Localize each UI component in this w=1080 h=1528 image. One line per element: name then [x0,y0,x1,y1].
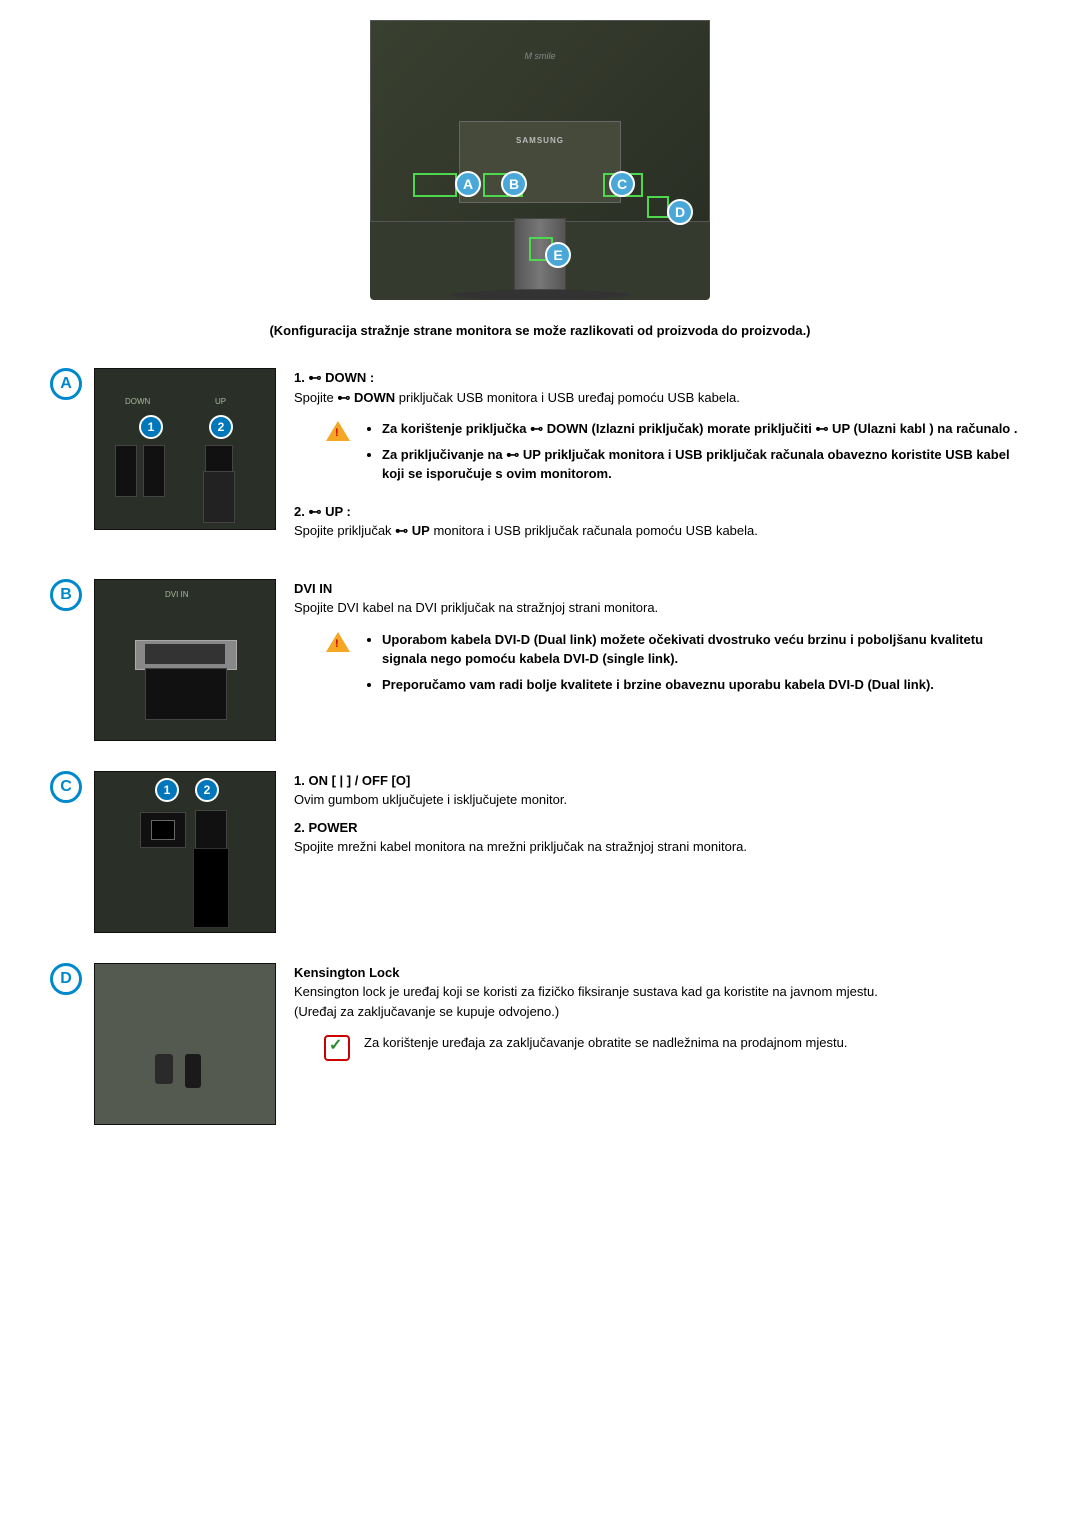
warning-icon [324,419,352,447]
c-item2-text: Spojite mrežni kabel monitora na mrežni … [294,839,747,854]
photo-kensington-lock [94,963,276,1125]
marker-d: D [667,199,693,225]
c-item1-text: Ovim gumbom uključujete i isključujete m… [294,792,567,807]
monitor-cursive-logo: M smile [371,51,709,61]
a-item1-text-bold: ⊷ DOWN [337,390,395,405]
a-item2-heading: 2. ⊷ UP : [294,504,351,519]
photo-power-port: 1 2 [94,771,276,933]
b-text: Spojite DVI kabel na DVI priključak na s… [294,600,658,615]
a-item1-heading: 1. ⊷ DOWN : [294,370,374,385]
c-item1-heading: 1. ON [ | ] / OFF [O] [294,773,410,788]
badge-d: D [50,963,82,995]
a-item1-text-pre: Spojite [294,390,337,405]
photo-usb-ports: DOWN UP 1 2 [94,368,276,530]
monitor-brand-label: SAMSUNG [516,136,564,145]
marker-c: C [609,171,635,197]
main-caption: (Konfiguracija stražnje strane monitora … [50,323,1030,338]
marker-a: A [455,171,481,197]
a-item2-text-bold: ⊷ UP [395,523,430,538]
marker-b: B [501,171,527,197]
badge-b: B [50,579,82,611]
check-icon [324,1033,352,1061]
badge-a: A [50,368,82,400]
b-note-bullet-2: Preporučamo vam radi bolje kvalitete i b… [382,675,1030,695]
d-text1: Kensington lock je uređaj koji se korist… [294,984,878,999]
c-item2-heading: 2. POWER [294,820,358,835]
a-item2-text-post: monitora i USB priključak računala pomoć… [430,523,758,538]
section-a: A DOWN UP 1 2 1. ⊷ DOWN : Spojite ⊷ DOWN… [50,368,1030,549]
d-heading: Kensington Lock [294,965,399,980]
a-warning-note: Za korištenje priključka ⊷ DOWN (Izlazni… [324,419,1030,490]
d-check-note: Za korištenje uređaja za zaključavanje o… [324,1033,1030,1061]
d-text2: (Uređaj za zaključavanje se kupuje odvoj… [294,1004,559,1019]
section-d: D Kensington Lock Kensington lock je ure… [50,963,1030,1125]
section-c: C 1 2 1. ON [ | ] / OFF [O] Ovim gumbom … [50,771,1030,933]
warning-icon [324,630,352,658]
monitor-back-diagram: M smile SAMSUNG A B C D E [50,20,1030,303]
d-note-text: Za korištenje uređaja za zaključavanje o… [364,1033,847,1053]
a-item1-text-post: priključak USB monitora i USB uređaj pom… [395,390,740,405]
section-b: B DVI IN DVI IN Spojite DVI kabel na DVI… [50,579,1030,741]
a-note-bullet-2: Za priključivanje na ⊷ UP priključak mon… [382,445,1030,484]
b-heading: DVI IN [294,581,332,596]
b-warning-note: Uporabom kabela DVI-D (Dual link) možete… [324,630,1030,701]
a-note-bullet-1: Za korištenje priključka ⊷ DOWN (Izlazni… [382,419,1030,439]
b-note-bullet-1: Uporabom kabela DVI-D (Dual link) možete… [382,630,1030,669]
a-item2-text-pre: Spojite priključak [294,523,395,538]
photo-dvi-port: DVI IN [94,579,276,741]
marker-e: E [545,242,571,268]
badge-c: C [50,771,82,803]
